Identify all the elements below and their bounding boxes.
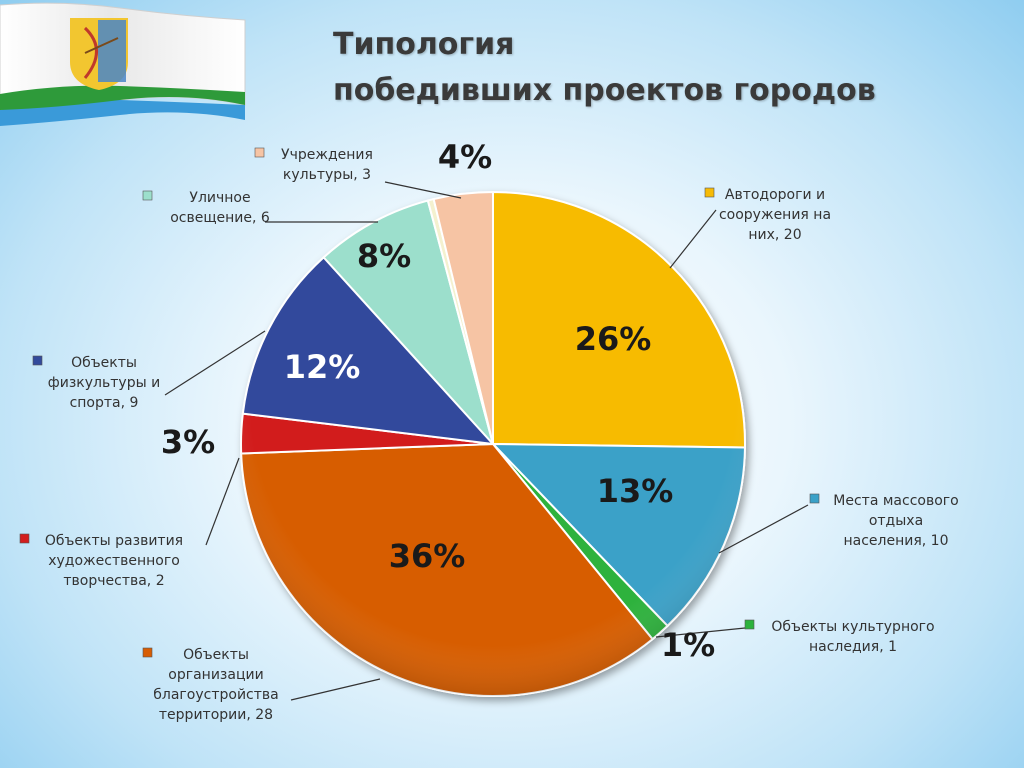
pie-percent-label: 36% <box>389 537 466 575</box>
page-title-line-1: Типология <box>333 27 515 62</box>
pie-category-label: Автодороги и сооружения на них, 20 <box>719 187 831 243</box>
legend-marker <box>744 619 755 630</box>
pie-category-label: Уличное освещение, 6 <box>170 190 270 226</box>
legend-marker <box>254 147 265 158</box>
pie-percent-label: 13% <box>597 472 674 510</box>
pie-category-label: Объекты физкультуры и спорта, 9 <box>48 355 160 411</box>
pie-percent-label: 12% <box>284 348 361 386</box>
pie-category-label: Объекты развития художественного творчеств… <box>45 533 183 589</box>
pie-percent-label: 8% <box>357 237 411 275</box>
pie-leader-line <box>164 330 266 396</box>
pie-percent-label: 4% <box>438 138 492 176</box>
flag-green-stripe <box>0 85 245 110</box>
legend-marker <box>704 187 715 198</box>
legend-marker <box>32 355 43 366</box>
flag-blue-stripe <box>0 99 245 126</box>
pie-leader-line <box>718 504 809 554</box>
pie-category-label: Объекты организации благоустройства террито… <box>153 647 278 723</box>
page-title: Типология победивших проектов городов <box>333 22 876 114</box>
page-title-line-2: победивших проектов городов <box>333 73 876 108</box>
pie-leader-line <box>205 457 240 546</box>
legend-marker <box>142 190 153 201</box>
pie-category-label: Места массового отдыха населения, 10 <box>833 493 958 549</box>
legend-marker <box>19 533 30 544</box>
pie-category-label: Объекты культурного наследия, 1 <box>771 619 934 655</box>
pie-percent-label: 3% <box>161 423 215 461</box>
pie-percent-label: 1% <box>661 626 715 664</box>
legend-marker <box>809 493 820 504</box>
legend-marker <box>142 647 153 658</box>
pie-leader-line <box>655 627 746 638</box>
flag-emblem <box>70 18 128 90</box>
pie-leader-line <box>290 678 381 701</box>
pie-leader-line <box>384 181 462 199</box>
pie-category-label: Учреждения культуры, 3 <box>281 147 373 183</box>
pie-percent-label: 26% <box>575 320 652 358</box>
kirov-region-flag-icon <box>0 2 246 126</box>
pie-leader-line <box>669 209 717 269</box>
